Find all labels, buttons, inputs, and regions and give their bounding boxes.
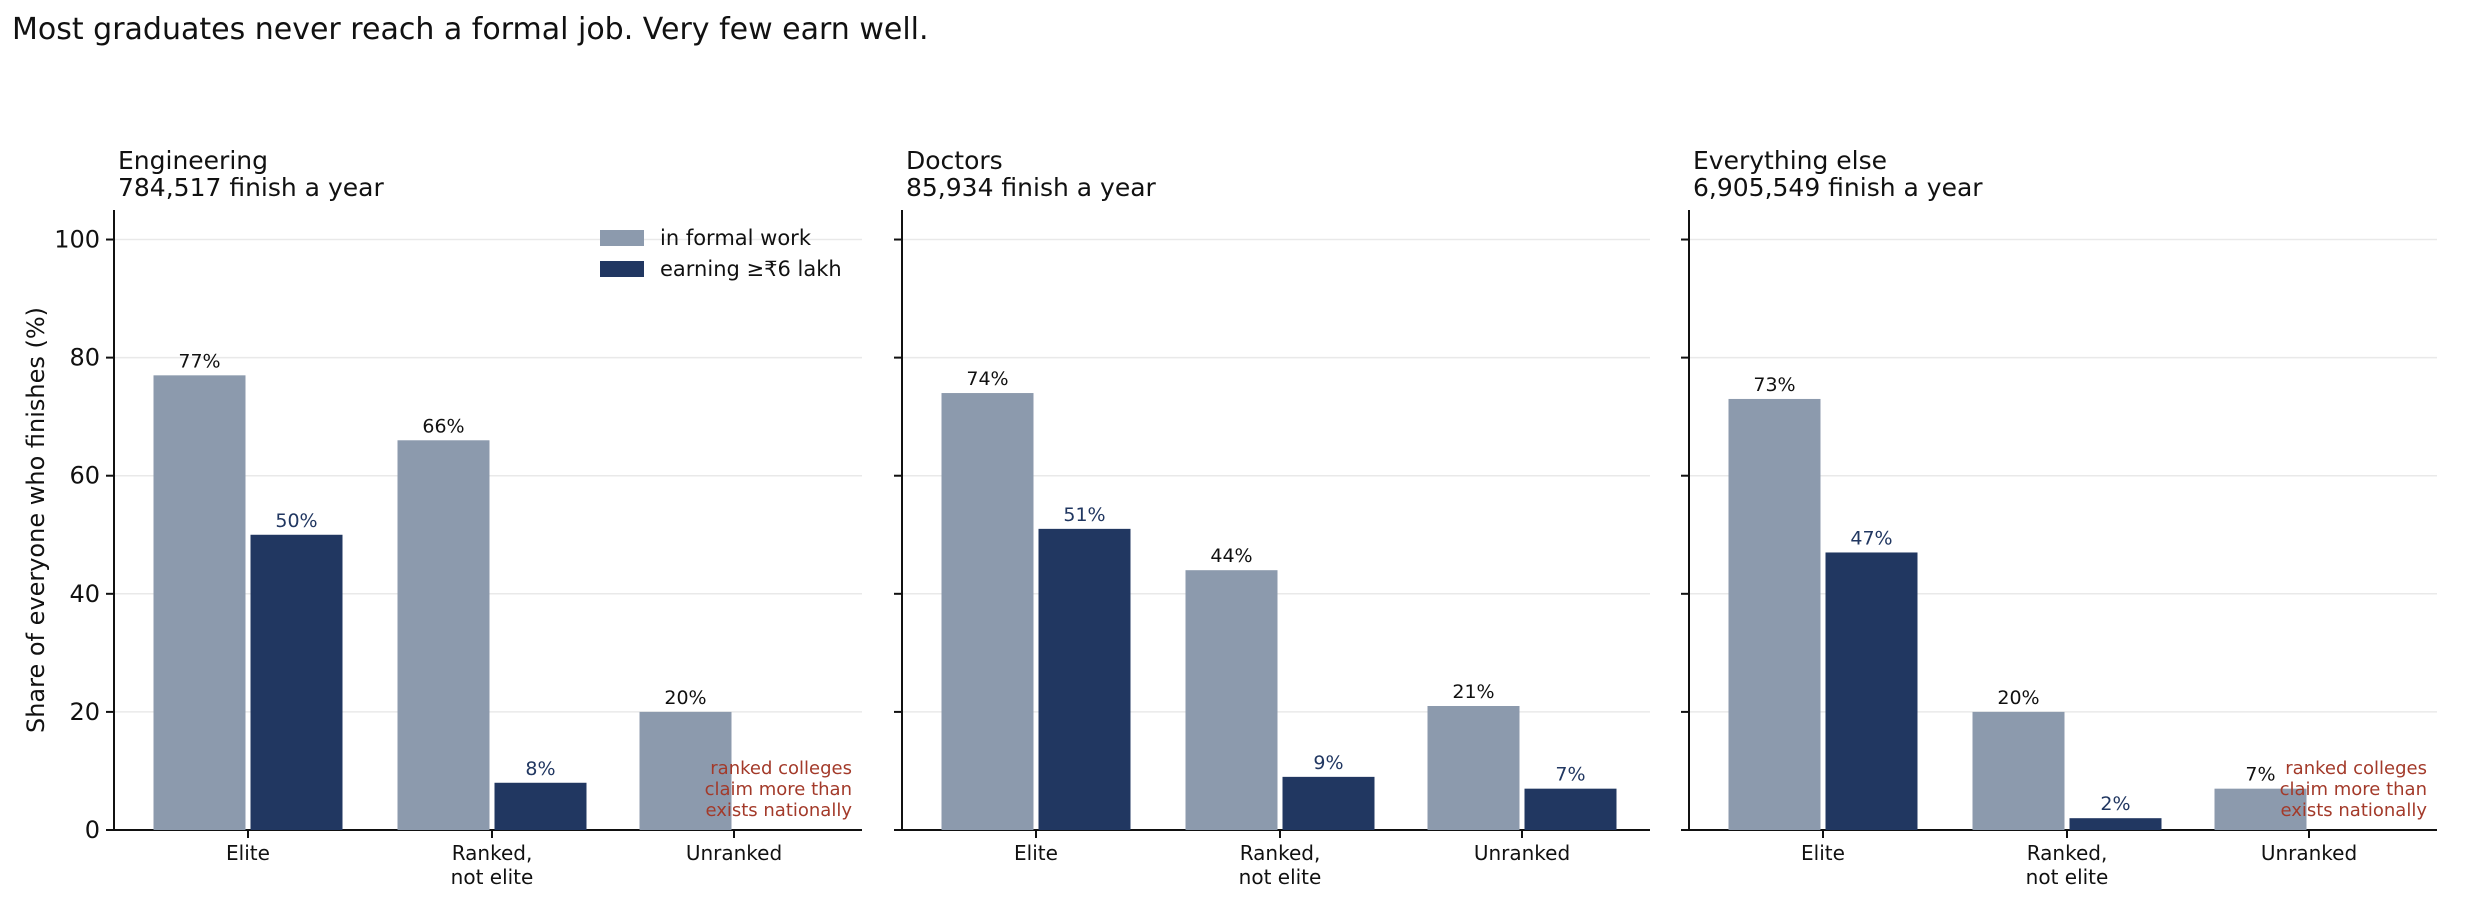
bar-formal	[639, 711, 732, 830]
bar-formal	[2214, 788, 2307, 830]
bar-formal	[1185, 570, 1278, 830]
panel-title: Engineering	[118, 146, 268, 175]
y-axis-label: Share of everyone who finishes (%)	[22, 307, 50, 733]
bar-value-label-earning: 51%	[1063, 504, 1105, 526]
x-tick-label: Elite	[226, 841, 270, 865]
bar-value-label-formal: 44%	[1210, 545, 1252, 567]
annotation-note: claim more than	[705, 779, 852, 800]
bar-value-label-earning: 2%	[2100, 793, 2130, 815]
annotation-note: exists nationally	[2280, 800, 2427, 821]
annotation-note: exists nationally	[705, 800, 852, 821]
bar-earning	[1282, 776, 1375, 830]
x-tick-label: Elite	[1014, 841, 1058, 865]
legend-label-formal: in formal work	[660, 226, 812, 250]
panel-subtitle: 784,517 finish a year	[118, 173, 384, 202]
y-tick-label: 100	[54, 226, 100, 254]
bar-value-label-earning: 47%	[1850, 527, 1892, 549]
bar-value-label-formal: 66%	[422, 415, 464, 437]
x-tick-label: Unranked	[686, 841, 782, 865]
x-tick-label: Unranked	[1474, 841, 1570, 865]
bar-value-label-earning: 50%	[275, 510, 317, 532]
legend-swatch-earning	[600, 261, 644, 277]
bar-value-label-formal: 21%	[1452, 681, 1494, 703]
x-tick-label: not elite	[2026, 865, 2109, 889]
legend-label-earning: earning ≥₹6 lakh	[660, 257, 842, 281]
bar-earning	[1038, 528, 1131, 830]
legend-swatch-formal	[600, 230, 644, 246]
x-tick-label: Unranked	[2261, 841, 2357, 865]
bar-value-label-formal: 20%	[1997, 687, 2039, 709]
y-tick-label: 20	[69, 698, 100, 726]
annotation-note: ranked colleges	[710, 758, 852, 779]
bar-value-label-formal: 74%	[966, 368, 1008, 390]
x-tick-label: not elite	[1239, 865, 1322, 889]
x-tick-label: Ranked,	[1240, 841, 1321, 865]
bar-formal	[941, 393, 1034, 830]
chart-headline: Most graduates never reach a formal job.…	[12, 12, 929, 47]
x-tick-label: Ranked,	[2027, 841, 2108, 865]
panel-title: Doctors	[906, 146, 1003, 175]
bar-value-label-formal: 7%	[2245, 764, 2275, 786]
x-tick-label: not elite	[451, 865, 534, 889]
y-tick-label: 80	[69, 344, 100, 372]
bar-formal	[397, 440, 490, 830]
bar-earning	[1524, 788, 1617, 830]
bar-earning	[2069, 818, 2162, 830]
bar-value-label-formal: 77%	[178, 350, 220, 372]
bar-earning	[250, 534, 343, 830]
bar-earning	[494, 782, 587, 830]
bar-formal	[1728, 398, 1821, 830]
x-tick-label: Elite	[1801, 841, 1845, 865]
bar-formal	[1972, 711, 2065, 830]
bar-value-label-earning: 7%	[1555, 764, 1585, 786]
bar-value-label-earning: 8%	[525, 758, 555, 780]
bar-earning	[1825, 552, 1918, 830]
bar-formal	[1427, 706, 1520, 830]
panel-title: Everything else	[1693, 146, 1887, 175]
panel-subtitle: 85,934 finish a year	[906, 173, 1157, 202]
y-tick-label: 0	[85, 816, 100, 844]
panel-subtitle: 6,905,549 finish a year	[1693, 173, 1983, 202]
y-tick-label: 60	[69, 462, 100, 490]
annotation-note: claim more than	[2280, 779, 2427, 800]
x-tick-label: Ranked,	[452, 841, 533, 865]
bar-value-label-earning: 9%	[1313, 752, 1343, 774]
annotation-note: ranked colleges	[2285, 758, 2427, 779]
bar-value-label-formal: 73%	[1753, 374, 1795, 396]
bar-value-label-formal: 20%	[664, 687, 706, 709]
bar-formal	[153, 375, 246, 830]
y-tick-label: 40	[69, 580, 100, 608]
